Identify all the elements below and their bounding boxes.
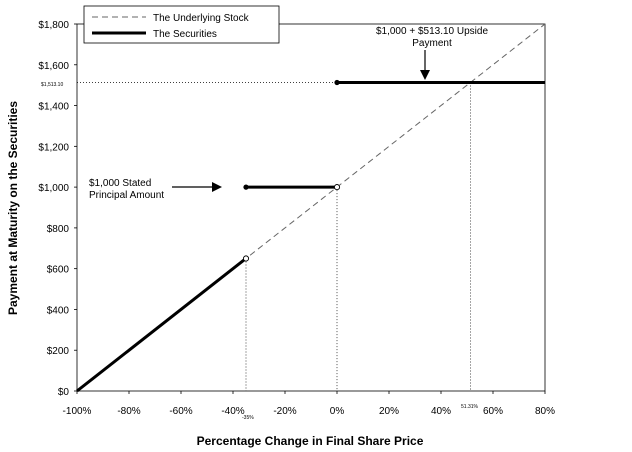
- principal-arrow-head: [212, 182, 222, 192]
- y-tick-label: $600: [47, 265, 70, 276]
- x-tick-label: 0%: [330, 406, 345, 417]
- principal-annotation-line-2: Principal Amount: [89, 190, 164, 201]
- small-x-label-cap: 51.31%: [461, 404, 479, 410]
- legend-label-underlying-stock: The Underlying Stock: [153, 13, 250, 24]
- y-tick-label: $1,000: [38, 183, 69, 194]
- upside-annotation-line-2: Payment: [412, 38, 452, 49]
- annotations: $1,000 + $513.10 Upside Payment $1,000 S…: [41, 26, 488, 421]
- y-tick-label: $1,600: [38, 61, 69, 72]
- x-tick-label: 80%: [535, 406, 555, 417]
- upside-arrow-head: [420, 70, 430, 80]
- x-axis-title: Percentage Change in Final Share Price: [197, 434, 424, 448]
- legend: The Underlying Stock The Securities: [83, 5, 280, 44]
- x-tick-label: -60%: [169, 406, 192, 417]
- small-y-label-cap: $1,513.10: [41, 82, 63, 88]
- upside-annotation-line-1: $1,000 + $513.10 Upside: [376, 26, 488, 37]
- y-tick-label: $1,200: [38, 142, 69, 153]
- x-tick-label: 60%: [483, 406, 503, 417]
- legend-box: [83, 5, 280, 44]
- marker-filled-upside-start: [334, 79, 340, 86]
- x-tick-label: 40%: [431, 406, 451, 417]
- y-axis-title: Payment at Maturity on the Securities: [6, 101, 20, 315]
- x-tick-label: -80%: [117, 406, 140, 417]
- y-tick-label: $1,400: [38, 102, 69, 113]
- series-segment-downside: [76, 257, 247, 393]
- legend-label-securities: The Securities: [153, 29, 217, 40]
- series-layer: [76, 23, 546, 393]
- y-tick-label: $200: [47, 346, 70, 357]
- marker-filled-principal-start: [243, 184, 249, 190]
- marker-open-principal-end: [333, 184, 341, 191]
- y-tick-label: $0: [58, 387, 70, 398]
- x-tick-label: -20%: [273, 406, 296, 417]
- x-tick-label: -40%: [221, 406, 244, 417]
- guide-lines: [77, 82, 471, 391]
- y-tick-label: $800: [47, 224, 70, 235]
- tick-labels: $0 $200 $400 $600 $800 $1,000 $1,200 $1,400 $1,6…: [38, 20, 555, 417]
- axes: [74, 23, 546, 394]
- x-tick-label: -100%: [63, 406, 92, 417]
- plot-frame: [76, 23, 546, 392]
- principal-annotation-line-1: $1,000 Stated: [89, 178, 151, 189]
- y-tick-label: $400: [47, 305, 70, 316]
- marker-open-barrier: [242, 255, 250, 262]
- small-x-label-barrier: -35%: [242, 415, 254, 421]
- y-tick-label: $1,800: [38, 20, 69, 31]
- series-line-underlying-stock: [76, 23, 546, 392]
- x-tick-label: 20%: [379, 406, 399, 417]
